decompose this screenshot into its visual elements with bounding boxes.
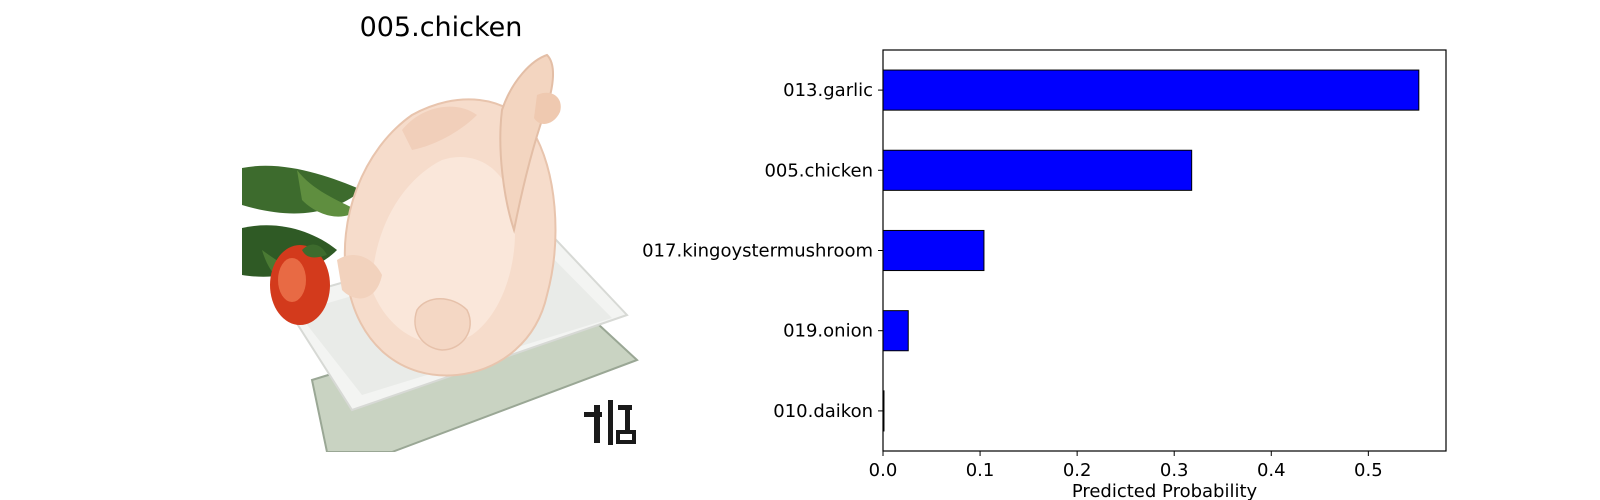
x-tick-label: 0.2 [1063, 460, 1092, 481]
watermark-logo [584, 400, 636, 445]
x-tick-label: 0.5 [1354, 460, 1383, 481]
y-tick-label: 010.daikon [773, 401, 873, 422]
plot-frame [882, 49, 1447, 452]
y-tick-label: 017.kingoystermushroom [642, 241, 873, 262]
chicken-photo [242, 50, 644, 452]
y-tick-label: 013.garlic [783, 80, 873, 101]
x-tick-label: 0.3 [1160, 460, 1189, 481]
bar-garlic [882, 69, 1420, 111]
x-tick-label: 0.1 [966, 460, 995, 481]
bar-kingoystermushroom [882, 229, 985, 272]
x-tick-label: 0.4 [1257, 460, 1286, 481]
x-tick-label: 0.0 [869, 460, 898, 481]
image-title: 005.chicken [359, 12, 523, 43]
y-tick-label: 019.onion [783, 321, 873, 342]
bar-chicken [882, 149, 1193, 191]
x-axis-label: Predicted Probability [1072, 481, 1258, 500]
y-tick-label: 005.chicken [764, 160, 873, 181]
bar-onion [882, 310, 909, 352]
